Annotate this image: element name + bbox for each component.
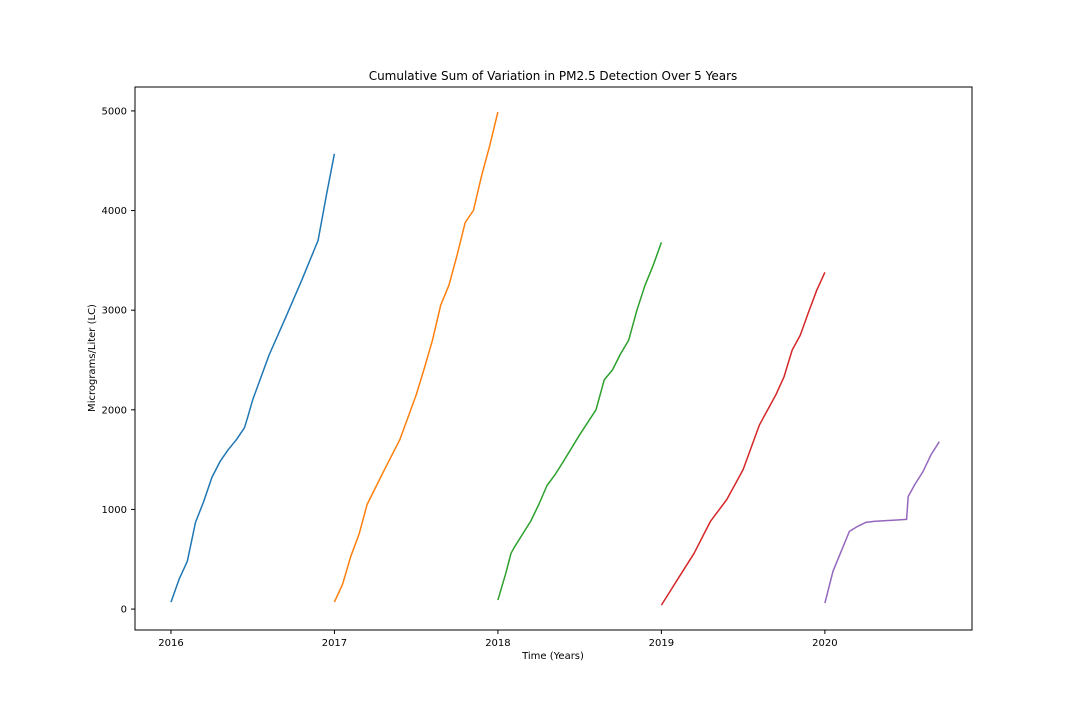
y-axis-label: Micrograms/Liter (LC) <box>87 304 98 412</box>
x-tick-label: 2018 <box>485 638 510 649</box>
series-line-2 <box>333 111 499 603</box>
y-tick-label: 2000 <box>102 405 127 416</box>
chart-title: Cumulative Sum of Variation in PM2.5 Det… <box>369 69 738 83</box>
x-axis-ticks: 2016 2017 2018 2019 2020 <box>158 630 838 649</box>
y-tick-label: 4000 <box>102 206 127 217</box>
x-tick-label: 2016 <box>158 638 183 649</box>
x-tick-label: 2017 <box>322 638 347 649</box>
y-tick-label: 5000 <box>102 106 127 117</box>
x-axis-label: Time (Years) <box>521 651 584 662</box>
y-tick-label: 1000 <box>102 505 127 516</box>
x-tick-label: 2020 <box>812 638 837 649</box>
y-tick-label: 0 <box>121 605 127 616</box>
series-line-4 <box>660 271 826 606</box>
y-axis-ticks: 0 1000 2000 3000 4000 5000 <box>102 106 135 616</box>
plot-frame <box>134 86 973 631</box>
plot-lines <box>170 111 940 606</box>
y-tick-label: 3000 <box>102 306 127 317</box>
series-line-5 <box>824 441 940 604</box>
series-line-3 <box>497 242 663 601</box>
series-line-1 <box>170 153 336 603</box>
x-tick-label: 2019 <box>649 638 674 649</box>
